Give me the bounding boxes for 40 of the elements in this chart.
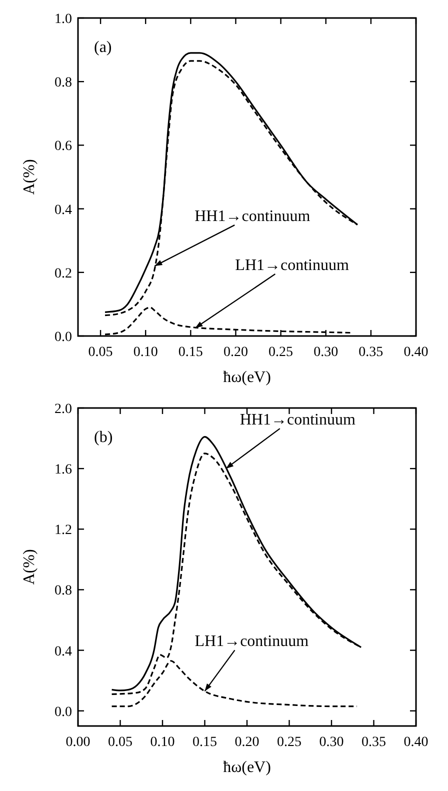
text: (a): [94, 39, 112, 56]
x-axis-title: ħω(eV): [223, 369, 271, 386]
x-tick-label: 0.25: [268, 345, 294, 360]
y-tick-label: 0.8: [54, 584, 72, 599]
y-tick-label: 0.6: [54, 139, 72, 154]
x-tick-label: 0.35: [362, 735, 386, 750]
y-tick-label: 0.4: [54, 202, 72, 218]
annotation: LH1→continuum: [235, 257, 350, 274]
y-tick-label: 1.2: [54, 523, 72, 538]
text: (b): [94, 429, 113, 446]
x-tick-label: 0.10: [150, 735, 175, 750]
annotation: LH1→continuum: [194, 633, 310, 650]
annotation: HH1→continuum: [194, 208, 311, 226]
y-tick-label: 1.6: [54, 462, 72, 478]
x-tick-label: 0.30: [319, 735, 344, 750]
x-tick-label: 0.40: [404, 735, 428, 750]
x-tick-label: 0.40: [404, 345, 428, 360]
x-tick-label: 0.25: [277, 735, 302, 750]
x-axis-title: ħω(eV): [223, 759, 271, 776]
x-tick-label: 0.15: [192, 735, 217, 750]
y-tick-label: 0.0: [54, 330, 72, 345]
x-tick-label: 0.20: [234, 735, 260, 750]
y-tick-label: 0.4: [54, 644, 72, 660]
y-tick-label: 1.0: [54, 12, 72, 27]
x-tick-label: 0.05: [108, 735, 132, 750]
y-tick-label: 2.0: [54, 402, 72, 417]
x-tick-label: 0.00: [66, 735, 90, 750]
y-tick-label: 0.8: [54, 76, 72, 91]
x-tick-label: 0.05: [88, 345, 113, 360]
y-tick-label: 0.2: [54, 266, 72, 282]
line-series: [111, 660, 358, 708]
y-axis-title: A(%): [21, 159, 38, 195]
y-axis-title: A(%): [21, 549, 38, 585]
y-tick-label: 0.0: [54, 704, 72, 720]
x-tick-label: 0.35: [358, 345, 384, 360]
x-tick-label: 0.20: [223, 345, 248, 360]
annotation: HH1→continuum: [240, 412, 356, 429]
x-tick-label: 0.15: [178, 345, 203, 360]
x-tick-label: 0.10: [133, 345, 158, 360]
x-tick-label: 0.30: [314, 345, 338, 360]
